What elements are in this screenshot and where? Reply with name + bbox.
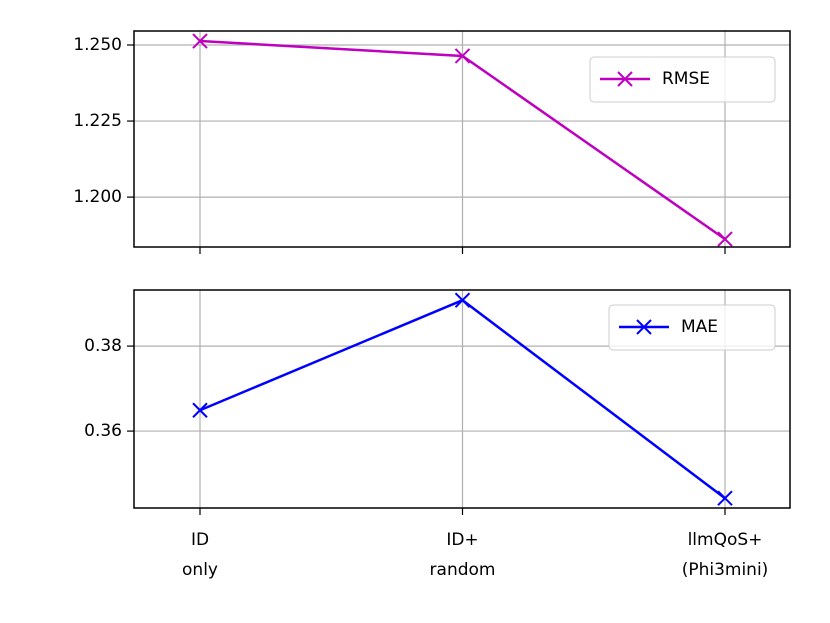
- y-tick-label: 1.200: [73, 187, 122, 207]
- marker: [717, 490, 733, 506]
- x-tick-label: ID: [191, 530, 209, 550]
- marker: [617, 71, 633, 87]
- y-tick-label: 0.38: [84, 336, 122, 356]
- marker: [454, 48, 471, 64]
- legend-label: MAE: [681, 317, 718, 337]
- x-tick-label: random: [430, 560, 496, 580]
- legend-box: [608, 304, 776, 351]
- plot-frame: [133, 30, 791, 248]
- y-tick-label: 0.36: [84, 421, 122, 441]
- y-tick-label: 1.225: [73, 111, 122, 131]
- y-tick-label: 1.250: [73, 35, 122, 55]
- x-tick-label: llmQoS+: [688, 530, 763, 550]
- marker: [192, 33, 208, 49]
- marker: [717, 231, 733, 247]
- x-tick-label: (Phi3mini): [682, 560, 769, 580]
- legend-label: RMSE: [662, 69, 710, 89]
- legend-box: [589, 56, 776, 103]
- x-tick-label: ID+: [446, 530, 478, 550]
- x-tick-label: only: [182, 560, 218, 580]
- plot-frame: [133, 289, 791, 509]
- marker: [636, 319, 652, 335]
- marker: [192, 402, 208, 418]
- marker: [454, 292, 471, 308]
